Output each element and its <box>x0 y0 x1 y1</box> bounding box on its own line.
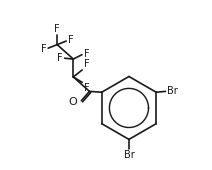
Text: F: F <box>84 49 89 59</box>
Text: O: O <box>69 97 78 107</box>
Text: F: F <box>68 35 73 45</box>
Text: Br: Br <box>167 86 177 96</box>
Text: F: F <box>57 53 63 63</box>
Text: F: F <box>54 24 60 33</box>
Text: F: F <box>84 83 89 93</box>
Text: Br: Br <box>124 150 134 160</box>
Text: F: F <box>84 59 89 69</box>
Text: F: F <box>41 44 47 54</box>
